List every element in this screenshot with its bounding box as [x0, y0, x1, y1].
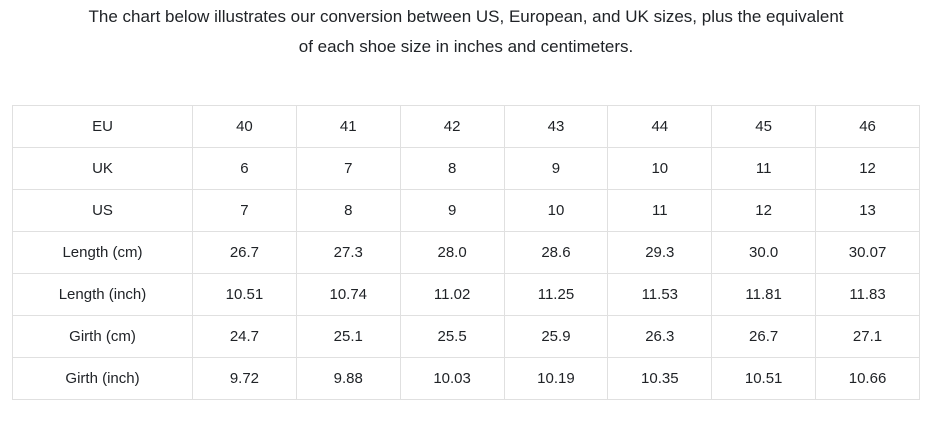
table-value-cell: 40 — [192, 105, 297, 148]
table-value-cell: 11.83 — [815, 273, 920, 316]
table-value-cell: 11.25 — [503, 273, 609, 316]
table-value-cell: 42 — [399, 105, 505, 148]
table-value-cell: 29.3 — [607, 231, 713, 274]
intro-line-1: The chart below illustrates our conversi… — [88, 7, 844, 26]
table-value-cell: 26.7 — [192, 231, 297, 274]
table-row: EU 40 41 42 43 44 45 46 — [12, 105, 920, 148]
table-value-cell: 11.53 — [607, 273, 713, 316]
intro-paragraph: The chart below illustrates our conversi… — [0, 2, 932, 62]
table-value-cell: 44 — [607, 105, 713, 148]
row-header-cell: UK — [12, 147, 193, 190]
table-row: Length (cm) 26.7 27.3 28.0 28.6 29.3 30.0 30.07 — [12, 231, 920, 274]
row-header-cell: Girth (inch) — [12, 357, 193, 400]
table-row: US 7 8 9 10 11 12 13 — [12, 189, 920, 232]
table-value-cell: 30.0 — [711, 231, 817, 274]
row-header-cell: US — [12, 189, 193, 232]
table-value-cell: 10.74 — [295, 273, 401, 316]
row-header-cell: Length (cm) — [12, 231, 193, 274]
size-table-body: EU 40 41 42 43 44 45 46 UK 6 7 8 9 10 11 12 US 7 8 9 10 11 12 1… — [12, 105, 920, 400]
table-value-cell: 8 — [295, 189, 401, 232]
table-value-cell: 8 — [399, 147, 505, 190]
table-value-cell: 10.66 — [815, 357, 920, 400]
table-value-cell: 11 — [607, 189, 713, 232]
table-value-cell: 26.3 — [607, 315, 713, 358]
row-header-cell: EU — [12, 105, 193, 148]
table-value-cell: 12 — [711, 189, 817, 232]
table-value-cell: 28.0 — [399, 231, 505, 274]
table-value-cell: 9.88 — [295, 357, 401, 400]
table-value-cell: 10.19 — [503, 357, 609, 400]
table-value-cell: 9.72 — [192, 357, 297, 400]
table-value-cell: 10.51 — [192, 273, 297, 316]
table-value-cell: 28.6 — [503, 231, 609, 274]
table-value-cell: 30.07 — [815, 231, 920, 274]
table-value-cell: 13 — [815, 189, 920, 232]
table-row: UK 6 7 8 9 10 11 12 — [12, 147, 920, 190]
table-value-cell: 41 — [295, 105, 401, 148]
table-value-cell: 10.51 — [711, 357, 817, 400]
table-value-cell: 11.02 — [399, 273, 505, 316]
table-value-cell: 27.1 — [815, 315, 920, 358]
table-value-cell: 6 — [192, 147, 297, 190]
row-header-cell: Girth (cm) — [12, 315, 193, 358]
table-value-cell: 7 — [192, 189, 297, 232]
table-value-cell: 43 — [503, 105, 609, 148]
table-row: Length (inch) 10.51 10.74 11.02 11.25 11.53 11… — [12, 273, 920, 316]
table-value-cell: 9 — [503, 147, 609, 190]
table-value-cell: 10 — [607, 147, 713, 190]
table-value-cell: 26.7 — [711, 315, 817, 358]
table-value-cell: 27.3 — [295, 231, 401, 274]
row-header-cell: Length (inch) — [12, 273, 193, 316]
table-value-cell: 9 — [399, 189, 505, 232]
table-value-cell: 7 — [295, 147, 401, 190]
table-value-cell: 12 — [815, 147, 920, 190]
table-value-cell: 11.81 — [711, 273, 817, 316]
table-value-cell: 10.35 — [607, 357, 713, 400]
table-row: Girth (inch) 9.72 9.88 10.03 10.19 10.35 10.51… — [12, 357, 920, 400]
table-value-cell: 10 — [503, 189, 609, 232]
table-value-cell: 11 — [711, 147, 817, 190]
size-conversion-table: EU 40 41 42 43 44 45 46 UK 6 7 8 9 10 11 12 US 7 8 9 10 11 12 1… — [12, 105, 920, 400]
table-value-cell: 24.7 — [192, 315, 297, 358]
table-value-cell: 25.9 — [503, 315, 609, 358]
table-value-cell: 46 — [815, 105, 920, 148]
table-value-cell: 45 — [711, 105, 817, 148]
table-row: Girth (cm) 24.7 25.1 25.5 25.9 26.3 26.7 27.1 — [12, 315, 920, 358]
intro-line-2: of each shoe size in inches and centimet… — [298, 37, 634, 56]
table-value-cell: 25.1 — [295, 315, 401, 358]
table-value-cell: 25.5 — [399, 315, 505, 358]
table-value-cell: 10.03 — [399, 357, 505, 400]
